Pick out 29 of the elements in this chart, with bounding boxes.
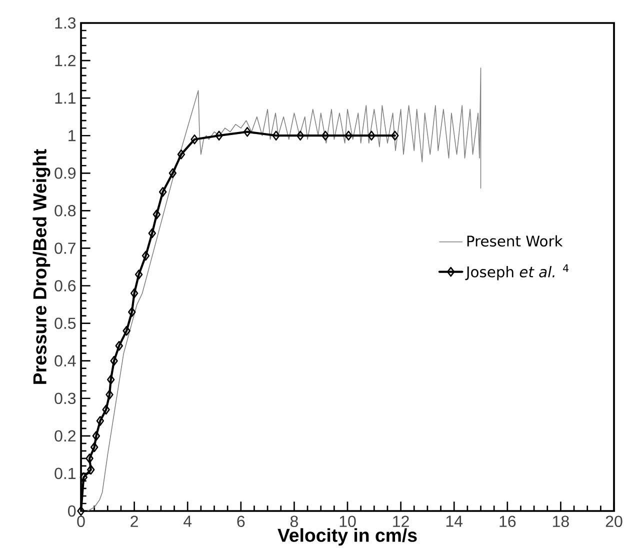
- legend-label: Joseph et al. $^{4}$: [465, 264, 569, 280]
- x-tick-label: 10: [340, 516, 356, 528]
- y-tick-label: 0.7: [54, 242, 76, 254]
- y-tick-label: 1.2: [55, 54, 76, 66]
- x-tick-label: 0: [77, 516, 85, 528]
- y-tick-label: 1.3: [55, 17, 76, 29]
- x-tick-label: 4: [184, 516, 192, 527]
- y-tick-label: 0.8: [54, 205, 76, 216]
- x-axis-title: Velocity in cm/s: [278, 528, 417, 546]
- x-tick-label: 12: [393, 516, 409, 527]
- x-tick-label: 6: [237, 516, 245, 528]
- y-tick-label: 0.1: [54, 468, 76, 480]
- x-tick-label: 20: [606, 516, 622, 528]
- x-tick-label: 14: [446, 516, 463, 527]
- y-tick-label: 0.9: [54, 167, 76, 179]
- y-tick-label: 0.2: [54, 430, 76, 442]
- y-tick-label: 0.3: [54, 392, 76, 404]
- y-tick-label: 1: [68, 130, 76, 142]
- x-tick-label: 2: [130, 516, 138, 527]
- x-tick-label: 16: [500, 516, 516, 528]
- y-tick-label: 0.5: [54, 318, 76, 329]
- y-tick-label: 1.1: [55, 92, 76, 104]
- x-tick-label: 8: [290, 516, 298, 528]
- y-axis-title: Pressure Drop/Bed Weight: [32, 149, 50, 384]
- y-tick-label: 0.4: [54, 355, 76, 366]
- legend-label: Present Work: [467, 235, 563, 247]
- y-tick-label: 0: [68, 505, 76, 517]
- y-tick-label: 0.6: [54, 280, 76, 292]
- x-tick-label: 18: [553, 516, 569, 528]
